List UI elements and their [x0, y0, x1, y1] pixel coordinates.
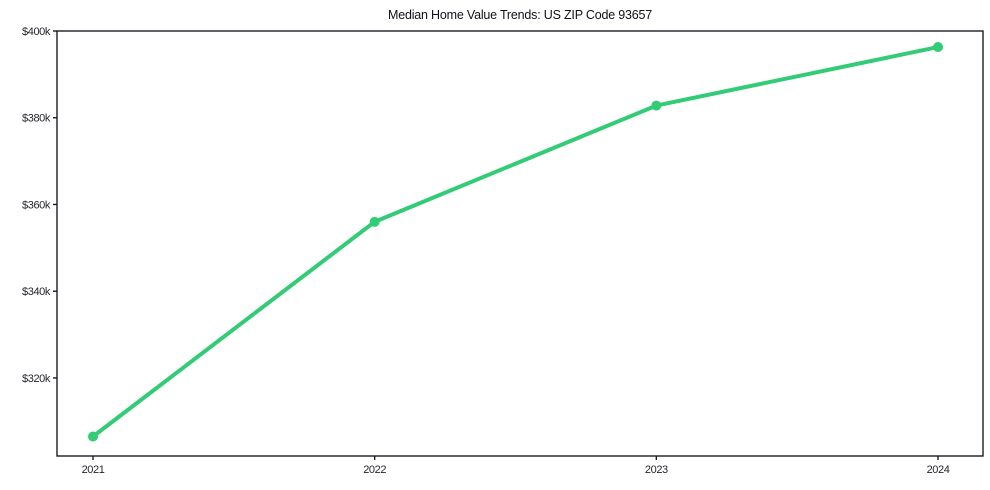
data-point-2022	[369, 216, 380, 227]
trend-line	[91, 45, 940, 439]
x-tick-label: 2021	[82, 464, 105, 476]
y-tick-label: $320k	[22, 373, 51, 385]
y-tick-label: $400k	[22, 26, 51, 38]
data-point-2024	[933, 42, 943, 53]
y-tick-label: $340k	[22, 286, 51, 298]
data-point-2023	[651, 100, 662, 111]
x-tick-label: 2023	[645, 464, 668, 476]
y-tick-label: $380k	[22, 113, 51, 125]
x-tick-label: 2024	[927, 464, 950, 476]
x-tick-label: 2022	[363, 464, 386, 476]
y-tick-label: $360k	[22, 199, 51, 211]
plot-border	[56, 30, 984, 457]
chart-title: Median Home Value Trends: US ZIP Code 93…	[387, 8, 652, 22]
data-point-2021	[88, 431, 98, 442]
